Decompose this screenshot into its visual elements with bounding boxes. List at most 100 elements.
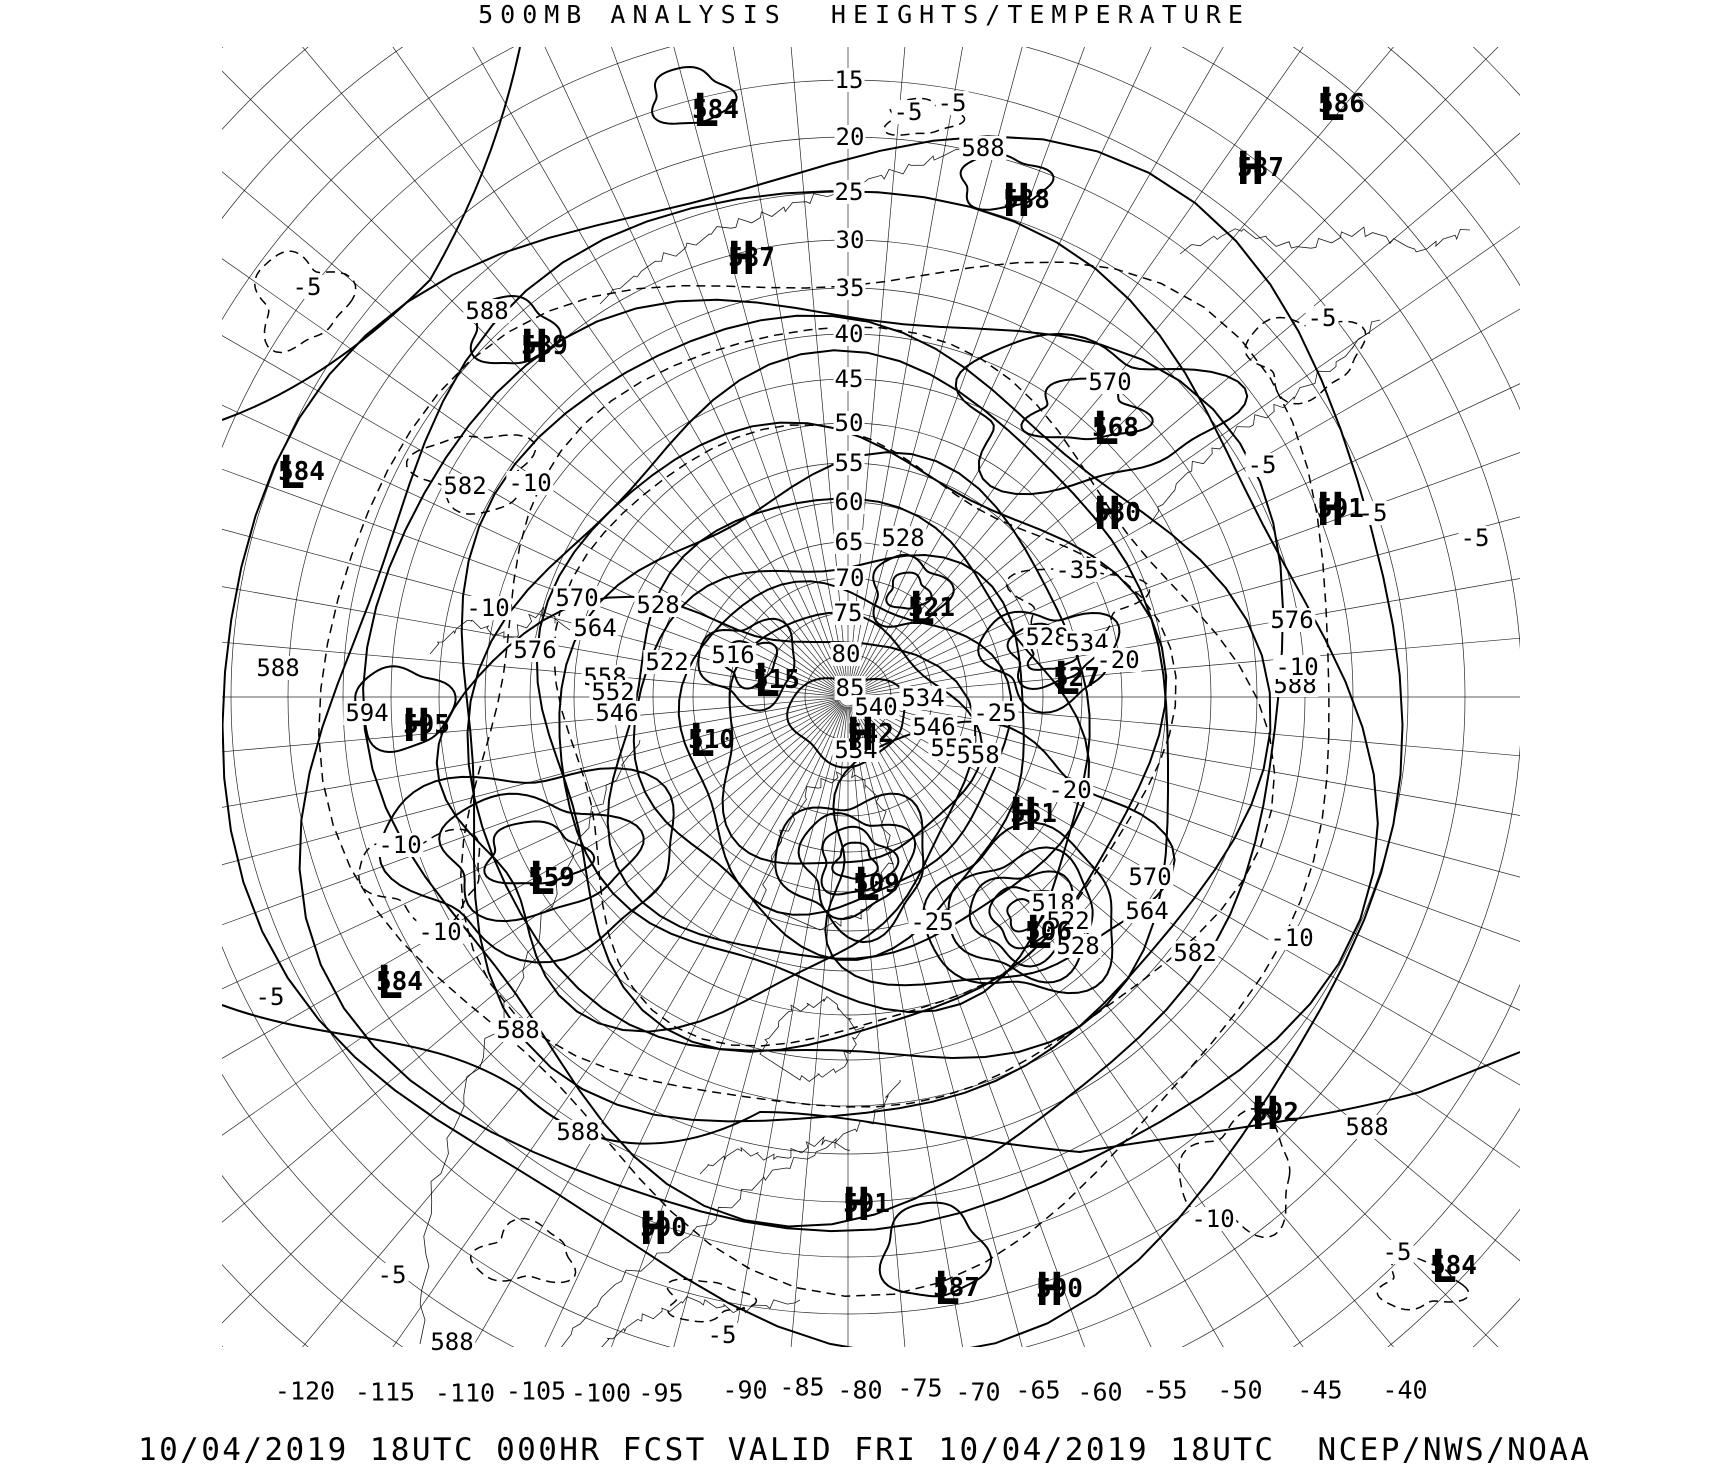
pressure-letter: L	[1430, 1240, 1458, 1293]
meridian-line	[856, 700, 1520, 1011]
pressure-letter: H	[1237, 142, 1265, 195]
height-contour	[677, 580, 1013, 916]
height-contour-label: 528	[1023, 623, 1071, 651]
temperature-contour	[1244, 316, 1367, 405]
temperature-contour	[358, 828, 481, 929]
pressure-value: 587	[933, 1273, 980, 1303]
pressure-value: 587	[1237, 153, 1284, 183]
meridian-line	[222, 468, 839, 694]
meridian-line	[852, 705, 1224, 1347]
height-contour	[878, 1201, 993, 1298]
height-contour	[774, 792, 925, 944]
meridian-line	[850, 47, 1023, 688]
temperature-contour-label: -5	[1305, 304, 1339, 332]
pressure-value: 591	[843, 1189, 890, 1219]
pressure-value: 510	[688, 725, 735, 755]
height-contour	[466, 349, 1169, 1060]
meridian-line	[849, 706, 963, 1347]
height-contour-label: 564	[1123, 897, 1171, 925]
meridian-line	[854, 47, 1499, 691]
pressure-value: 527	[1053, 663, 1100, 693]
height-contour-label: 528	[1054, 932, 1102, 960]
temperature-contour-label: -5	[375, 1261, 409, 1289]
meridian-line	[853, 704, 1304, 1347]
height-contour	[697, 617, 796, 712]
height-contour-label: 564	[571, 614, 619, 642]
pressure-letter: H	[1317, 483, 1345, 536]
meridian-line	[853, 47, 1304, 690]
pressure-value: 542	[847, 719, 894, 749]
pressure-letter: H	[1036, 1263, 1064, 1316]
coastline	[429, 606, 571, 655]
coastline	[419, 739, 641, 1345]
temperature-contour-label: -10	[1268, 924, 1316, 952]
pressure-letter: L	[278, 446, 306, 499]
temperature-contour	[253, 250, 357, 354]
height-contour-label: 546	[910, 713, 958, 741]
meridian-line	[222, 586, 839, 696]
latitude-label: 50	[833, 409, 865, 437]
height-contour-label: 522	[643, 648, 691, 676]
pressure-letter: L	[933, 1262, 961, 1315]
pressure-value: 580	[1094, 498, 1141, 528]
height-contour-label: 588	[428, 1328, 476, 1356]
height-contour-label: 546	[593, 699, 641, 727]
height-contour	[535, 421, 1168, 1053]
temperature-contour	[1376, 1255, 1470, 1311]
height-contour	[558, 451, 1091, 1014]
meridian-line	[855, 702, 1520, 1168]
temperature-contour-label: -10	[416, 918, 464, 946]
height-contour-label: 582	[1171, 939, 1219, 967]
pressure-letter: H	[1094, 487, 1122, 540]
longitude-label: -90	[722, 1375, 768, 1405]
pressure-letter: H	[640, 1202, 668, 1255]
longitude-label: -100	[570, 1378, 632, 1408]
pressure-value: 590	[1036, 1274, 1083, 1304]
pressure-letter: L	[376, 956, 404, 1009]
temperature-contour-label: -10	[464, 594, 512, 622]
latitude-label: 15	[833, 66, 865, 94]
meridian-line	[222, 702, 841, 1136]
pressure-value: 584	[376, 967, 423, 997]
meridian-line	[392, 47, 843, 690]
longitude-label: -65	[1015, 1375, 1061, 1405]
longitude-label: -115	[354, 1377, 416, 1407]
meridian-line	[851, 705, 1152, 1347]
meridian-line	[857, 698, 1520, 816]
temperature-contour-label: -25	[971, 699, 1019, 727]
temperature-contour-label: -5	[1245, 451, 1279, 479]
height-contour	[968, 870, 1075, 968]
height-contour-label: 534	[832, 736, 880, 764]
meridian-line	[855, 226, 1520, 692]
meridian-line	[851, 706, 1085, 1347]
height-contour-label: 588	[463, 297, 511, 325]
map-title: 500MB ANALYSIS HEIGHTS/TEMPERATURE	[478, 0, 1250, 29]
latitude-label: 30	[834, 226, 866, 254]
pressure-letter: L	[1053, 652, 1081, 705]
latitude-label: 60	[833, 488, 865, 516]
meridian-line	[222, 699, 839, 866]
longitude-label: -55	[1142, 1375, 1188, 1405]
meridian-line	[611, 706, 845, 1347]
height-contour-label: 576	[511, 636, 559, 664]
height-contour-label: 570	[1126, 863, 1174, 891]
height-contour	[222, 1004, 1520, 1154]
temperature-contour-label: -5	[705, 1321, 739, 1349]
pressure-letter: L	[692, 84, 720, 137]
temperature-contour-label: -20	[1094, 646, 1142, 674]
height-contour-label: 588	[254, 654, 302, 682]
pressure-letter: H	[843, 1178, 871, 1231]
meridian-line	[854, 703, 1499, 1347]
height-contour-label: 528	[879, 524, 927, 552]
meridian-line	[222, 698, 839, 808]
temperature-contour	[1178, 1108, 1291, 1238]
meridian-line	[472, 705, 844, 1347]
pressure-value: 584	[692, 95, 739, 125]
pressure-letter: L	[853, 858, 881, 911]
height-contour	[438, 792, 645, 923]
meridian-line	[848, 47, 906, 688]
latitude-label: 20	[834, 123, 866, 151]
height-contour	[959, 153, 1055, 211]
height-contour-label: 588	[554, 1118, 602, 1146]
